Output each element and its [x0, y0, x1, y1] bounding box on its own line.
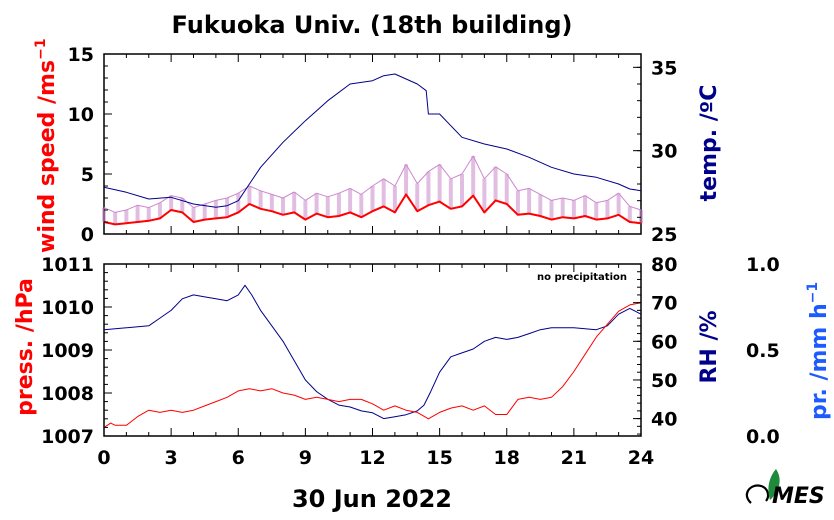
- wind-speed-axis-sup: −1: [33, 38, 49, 59]
- wind-speed-axis-tick-label: 0: [81, 224, 94, 246]
- date-label: 30 Jun 2022: [292, 485, 452, 513]
- precipitation-axis-label: pr. /mm h: [807, 303, 832, 420]
- rh-axis-tick-label: 60: [651, 331, 677, 353]
- temperature-line: [103, 73, 642, 208]
- x-tick-label: 9: [299, 447, 312, 469]
- pressure-axis-tick-label: 1008: [41, 383, 94, 405]
- precipitation-axis-tick-label: 0.5: [746, 340, 780, 362]
- x-tick-label: 6: [232, 447, 245, 469]
- x-tick-label: 0: [97, 447, 110, 469]
- pressure-axis-tick-label: 1010: [41, 297, 94, 319]
- rh-axis-tick-label: 80: [651, 254, 677, 276]
- wind-speed-axis-tick-label: 10: [68, 104, 94, 126]
- logo-text: MES: [772, 484, 825, 509]
- mes-logo: MES: [745, 469, 825, 509]
- wind-speed-axis-tick-label: 15: [68, 44, 94, 66]
- temperature-axis-tick-label: 25: [651, 224, 677, 246]
- pressure-axis-tick-label: 1011: [41, 254, 94, 276]
- bottom-panel-frame: [103, 263, 642, 437]
- pressure-axis-tick-label: 1007: [41, 426, 94, 448]
- rh-axis-tick-label: 50: [651, 370, 677, 392]
- x-tick-label: 21: [561, 447, 587, 469]
- wind-speed-axis-title: wind speed /ms−1: [33, 38, 60, 253]
- logo-leaf: [768, 469, 780, 500]
- x-tick-label: 3: [165, 447, 178, 469]
- precipitation-axis-title: pr. /mm h−1: [805, 282, 832, 420]
- wind-speed-line: [103, 193, 642, 226]
- pressure-axis-title: press. /hPa: [13, 278, 38, 416]
- logo-swoosh: [745, 484, 770, 504]
- chart-title: Fukuoka Univ. (18th building): [172, 11, 573, 39]
- rh-axis-title: RH /%: [697, 310, 722, 383]
- axis-layer: 0 3 6 9 12 15 18 21 24 0 5 10 15 25 30 35 1007 1008 1009 10…: [41, 44, 780, 469]
- pressure-axis-tick-label: 1009: [41, 340, 94, 362]
- temperature-axis-title: temp. /ºC: [697, 85, 722, 202]
- wind-speed-axis-label: wind speed /ms: [35, 60, 60, 253]
- precipitation-note: no precipitation: [537, 272, 627, 283]
- temperature-axis-tick-label: 30: [651, 141, 677, 163]
- temperature-axis-tick-label: 35: [651, 57, 677, 79]
- x-tick-label: 12: [359, 447, 385, 469]
- wind-speed-axis-tick-label: 5: [81, 164, 94, 186]
- pressure-line: [103, 302, 642, 428]
- x-tick-label: 18: [494, 447, 520, 469]
- precipitation-axis-tick-label: 1.0: [746, 254, 780, 276]
- x-tick-label: 15: [426, 447, 452, 469]
- series-layer: [102, 73, 643, 428]
- x-tick-label: 24: [628, 447, 654, 469]
- wind-gust-line: [103, 155, 642, 213]
- rh-axis-tick-label: 40: [651, 409, 677, 431]
- rh-axis-tick-label: 70: [651, 293, 677, 315]
- precipitation-axis-tick-label: 0.0: [746, 426, 780, 448]
- rh-line: [103, 284, 642, 420]
- precipitation-axis-sup: −1: [805, 282, 821, 303]
